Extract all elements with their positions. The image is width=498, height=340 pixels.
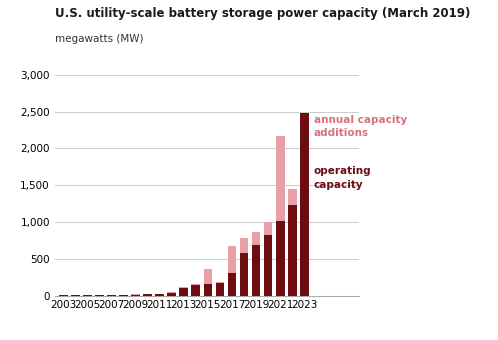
Bar bbox=[252, 245, 260, 296]
Bar bbox=[288, 189, 297, 205]
Bar bbox=[276, 136, 284, 221]
Bar bbox=[179, 287, 188, 288]
Text: megawatts (MW): megawatts (MW) bbox=[55, 34, 143, 44]
Text: U.S. utility-scale battery storage power capacity (March 2019): U.S. utility-scale battery storage power… bbox=[55, 7, 470, 20]
Bar bbox=[300, 113, 309, 296]
Bar bbox=[95, 295, 104, 296]
Bar bbox=[119, 295, 128, 296]
Bar bbox=[240, 253, 249, 296]
Bar bbox=[167, 292, 176, 293]
Bar bbox=[264, 222, 272, 235]
Bar bbox=[204, 269, 212, 284]
Bar bbox=[264, 235, 272, 296]
Bar bbox=[288, 205, 297, 296]
Bar bbox=[83, 295, 92, 296]
Bar bbox=[252, 233, 260, 245]
Text: annual capacity
additions: annual capacity additions bbox=[314, 115, 407, 138]
Text: operating
capacity: operating capacity bbox=[314, 166, 372, 189]
Bar bbox=[155, 294, 164, 296]
Bar bbox=[240, 238, 249, 253]
Bar bbox=[167, 293, 176, 296]
Bar bbox=[143, 294, 152, 296]
Bar bbox=[179, 288, 188, 296]
Bar bbox=[71, 295, 80, 296]
Bar bbox=[228, 246, 237, 273]
Bar bbox=[191, 284, 200, 286]
Bar bbox=[216, 282, 224, 283]
Bar bbox=[107, 295, 116, 296]
Bar bbox=[59, 295, 68, 296]
Bar bbox=[204, 284, 212, 296]
Bar bbox=[155, 293, 164, 294]
Bar bbox=[216, 283, 224, 296]
Bar bbox=[228, 273, 237, 296]
Bar bbox=[131, 295, 140, 296]
Bar bbox=[191, 286, 200, 296]
Bar bbox=[276, 221, 284, 296]
